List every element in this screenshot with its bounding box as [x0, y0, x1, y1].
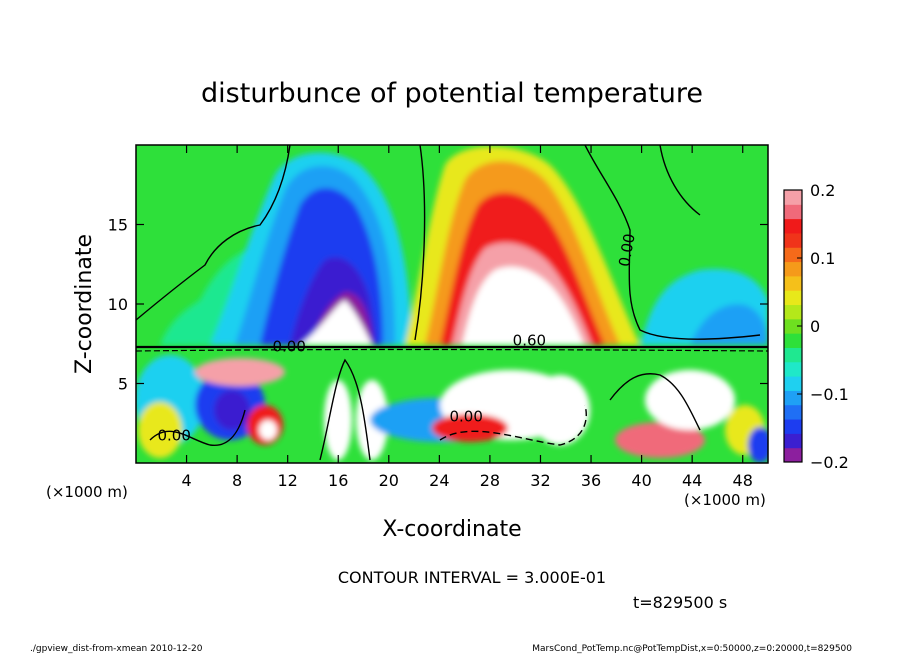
x-axis: 4 8 12 16 20 24 28 32 36 40 44 48 — [181, 145, 753, 490]
y-axis: 5 10 15 — [108, 216, 768, 394]
field-lower-white-top — [195, 358, 285, 386]
x-tick-label: 36 — [581, 471, 601, 490]
contour-upper-right-edge — [659, 145, 701, 216]
colorbar-ticks: 0.2 0.1 0 −0.1 −0.2 — [797, 181, 849, 472]
colorbar-swatch — [784, 404, 802, 420]
x-axis-label: X-coordinate — [382, 517, 521, 542]
y-axis-label: Z-coordinate — [72, 234, 97, 374]
field-lower-white-far-right — [645, 370, 735, 430]
colorbar-swatch — [784, 218, 802, 234]
x-tick-label: 44 — [682, 471, 702, 490]
colorbar-swatch — [784, 390, 802, 406]
contour-upper-right — [584, 145, 761, 340]
colorbar-swatch — [784, 376, 802, 391]
x-tick-label: 24 — [429, 471, 449, 490]
y-tick-label: 15 — [108, 216, 128, 235]
colorbar-swatch — [784, 433, 802, 449]
field-right-cool-inner — [690, 304, 768, 345]
field-lower-white-right — [530, 375, 590, 445]
x-tick-label: 48 — [733, 471, 753, 490]
colorbar-swatch — [784, 290, 802, 306]
colorbar-swatch — [784, 247, 802, 263]
contour-label: 0.00 — [449, 408, 482, 426]
contour-label-layer: 0.00 0.00 0.00 0.00 0.60 — [157, 232, 638, 445]
y-tick-label: 10 — [108, 295, 128, 314]
colorbar — [784, 190, 802, 463]
x-tick-label: 4 — [181, 471, 191, 490]
field-lower-white-col1 — [324, 380, 352, 460]
contour-label: 0.00 — [615, 232, 639, 268]
contour-label: 0.00 — [273, 338, 306, 356]
contour-upper-mid — [414, 145, 426, 341]
colorbar-swatch — [784, 361, 802, 377]
colorbar-tick-label: 0.1 — [810, 249, 835, 268]
colorbar-swatch — [784, 261, 802, 277]
x-tick-label: 40 — [631, 471, 651, 490]
contour-label: 0.60 — [513, 331, 546, 349]
x-unit-right: (×1000 m) — [684, 491, 766, 509]
field-white-spike — [300, 300, 372, 345]
colorbar-swatch — [784, 447, 802, 463]
contour-lower-2 — [319, 358, 371, 461]
x-tick-label: 20 — [379, 471, 399, 490]
colorbar-swatch — [784, 318, 802, 334]
field-lower-white-swirl — [259, 420, 277, 440]
colorbar-swatch — [784, 204, 802, 220]
x-tick-label: 28 — [480, 471, 500, 490]
x-unit-left: (×1000 m) — [46, 483, 128, 501]
colorbar-swatch — [784, 232, 802, 248]
colorbar-swatch — [784, 190, 802, 205]
field-lower-red-right — [615, 422, 705, 458]
shaded-field: 0.00 0.00 0.00 0.00 0.60 — [136, 145, 768, 463]
contour-upper-left — [136, 145, 291, 321]
colorbar-tick-label: 0 — [810, 317, 820, 336]
colorbar-swatch — [784, 347, 802, 363]
time-text: t=829500 s — [633, 593, 727, 612]
colorbar-swatch — [784, 419, 802, 434]
contour-interval-text: CONTOUR INTERVAL = 3.000E-01 — [338, 568, 606, 587]
x-tick-label: 8 — [232, 471, 242, 490]
field-warm-plume-core — [462, 266, 584, 345]
contour-lower-4 — [609, 373, 701, 431]
colorbar-swatch — [784, 333, 802, 348]
field-lower-yellow-left — [138, 402, 182, 458]
colorbar-tick-label: −0.2 — [810, 453, 849, 472]
colorbar-tick-label: −0.1 — [810, 385, 849, 404]
field-lower-blue-right — [748, 427, 768, 463]
chart-title: disturbunce of potential temperature — [201, 78, 703, 109]
x-tick-label: 32 — [530, 471, 550, 490]
contour-interface-2 — [136, 348, 768, 352]
y-tick-label: 5 — [118, 375, 128, 394]
x-tick-label: 16 — [328, 471, 348, 490]
colorbar-tick-label: 0.2 — [810, 181, 835, 200]
colorbar-swatch — [784, 304, 802, 320]
footer-left: ./gpview_dist-from-xmean 2010-12-20 — [30, 644, 203, 654]
field-lower-purple-swirl — [214, 390, 250, 430]
footer-right: MarsCond_PotTemp.nc@PotTempDist,x=0:5000… — [532, 644, 852, 654]
contour-lower-1 — [149, 409, 246, 446]
colorbar-swatch — [784, 275, 802, 291]
x-tick-label: 12 — [278, 471, 298, 490]
contour-label: 0.00 — [157, 427, 190, 445]
contour-lower-3 — [439, 404, 587, 446]
